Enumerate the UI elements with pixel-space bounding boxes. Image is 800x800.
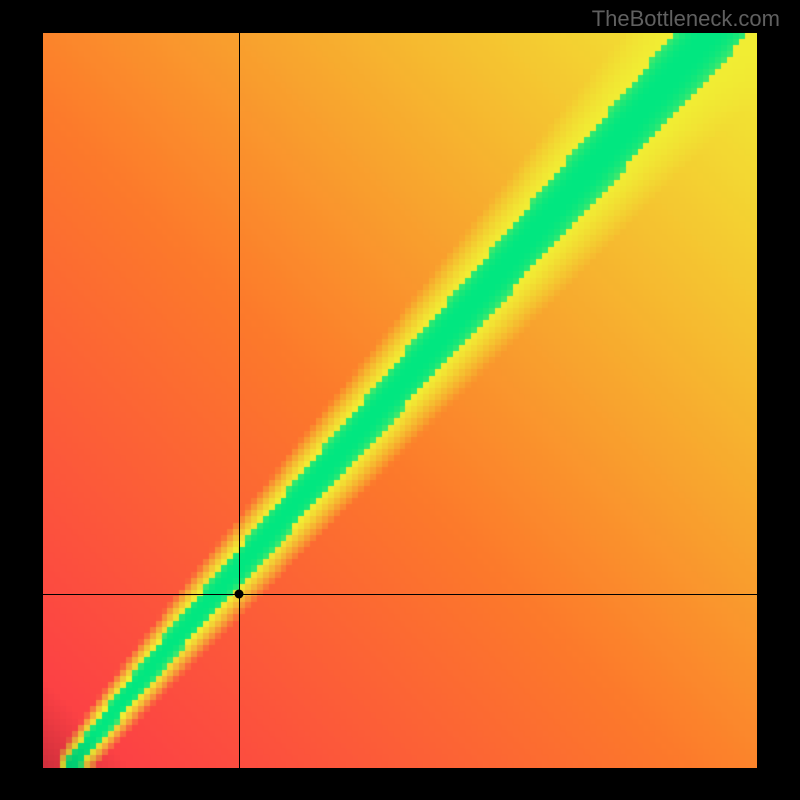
chart-container: TheBottleneck.com xyxy=(0,0,800,800)
crosshair-horizontal xyxy=(43,594,757,595)
crosshair-vertical xyxy=(239,33,240,768)
marker-dot xyxy=(235,589,244,598)
bottleneck-heatmap xyxy=(43,33,757,768)
attribution-text: TheBottleneck.com xyxy=(592,6,780,32)
plot-area xyxy=(43,33,757,768)
